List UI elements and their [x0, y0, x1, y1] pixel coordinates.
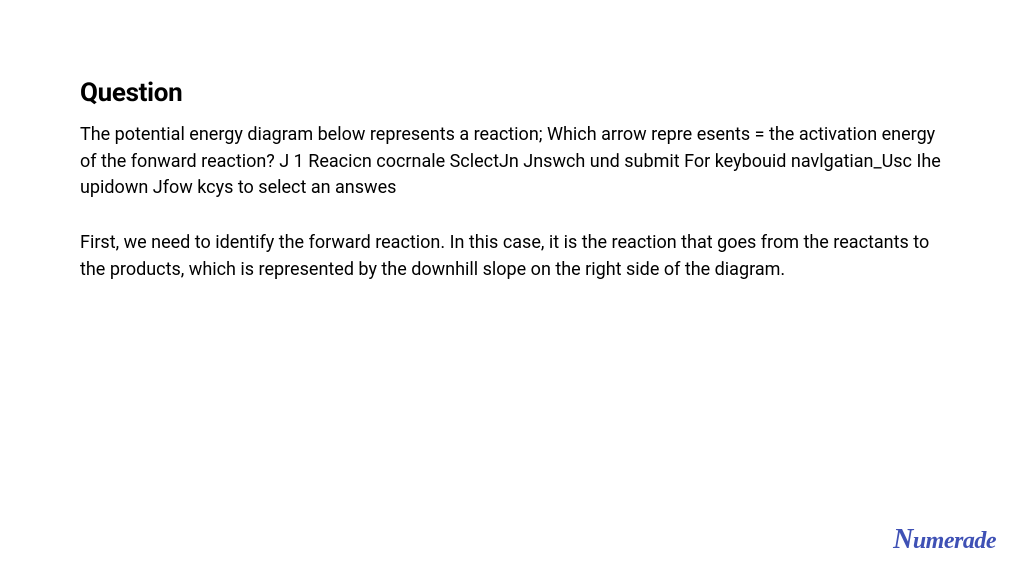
answer-body: First, we need to identify the forward r… [80, 230, 944, 283]
content-container: Question The potential energy diagram be… [0, 0, 1024, 283]
numerade-logo: Numerade [893, 524, 996, 556]
question-body: The potential energy diagram below repre… [80, 122, 944, 202]
question-heading: Question [80, 78, 944, 108]
logo-text: umerade [913, 528, 996, 554]
